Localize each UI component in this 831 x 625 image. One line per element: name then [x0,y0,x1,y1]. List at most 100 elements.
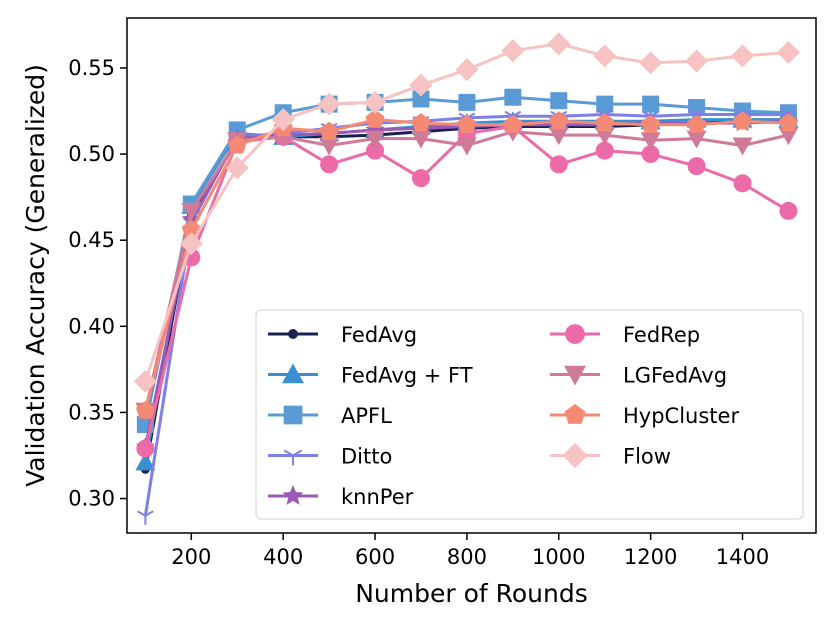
legend-box [255,309,804,520]
data-point-hypcluster [549,111,569,130]
data-point-hypcluster [457,114,477,133]
plot-area [133,32,800,525]
legend-label: HypCluster [623,404,739,428]
x-tick-label: 1200 [624,545,677,569]
data-point-lgfedavg [456,137,477,156]
data-point-fedrep [366,141,385,160]
y-axis-label: Validation Accuracy (Generalized) [21,64,50,487]
legend-label: FedAvg [341,323,417,347]
data-point-hypcluster [319,121,339,140]
x-tick-label: 400 [263,545,303,569]
data-point-fedrep [411,169,430,188]
legend-marker [564,365,586,386]
series-flow [133,32,800,393]
legend-marker [562,442,588,469]
data-point-lgfedavg [181,202,202,221]
data-point-flow [593,44,617,68]
data-point-lgfedavg [365,130,386,149]
data-point-lgfedavg [732,137,753,156]
data-point-apfl [504,88,522,106]
y-tick-label: 0.30 [68,487,115,511]
data-point-lgfedavg [640,132,661,151]
data-point-flow [271,108,295,132]
data-point-fedrep [595,141,614,160]
x-tick-label: 600 [355,545,395,569]
data-point-hypcluster [365,109,385,128]
y-tick-label: 0.40 [68,314,115,338]
legend-label: APFL [341,404,392,428]
data-point-flow [363,90,387,114]
legend-marker [564,404,586,424]
legend-label: Flow [623,445,671,469]
data-point-flow [547,32,571,56]
axis-ticks: 200 400 600 800 1000 1200 1400 0.30 0.35 0.40 0.45… [68,56,769,569]
data-point-hypcluster [641,114,661,133]
legend-entry-lgfedavg: LGFedAvg [550,364,727,388]
data-point-flow [455,58,479,82]
data-point-hypcluster [135,400,155,419]
legend-marker [282,363,304,384]
legend-label: FedAvg + FT [341,364,473,388]
legend-marker [282,485,304,505]
y-tick-label: 0.35 [68,400,115,424]
x-tick-label: 1000 [532,545,585,569]
y-tick-label: 0.45 [68,228,115,252]
axes-frame [126,17,817,534]
data-point-flow [776,40,800,64]
legend-entry-fedavg-ft: FedAvg + FT [268,363,473,388]
data-point-ditto [137,510,154,525]
data-point-flow [133,369,157,393]
data-point-apfl [458,93,476,111]
data-point-fedrep [733,174,752,193]
data-point-hypcluster [687,114,707,133]
data-point-apfl [596,95,614,113]
x-axis-label: Number of Rounds [355,579,588,608]
legend-marker [283,405,303,425]
data-point-flow [501,39,525,63]
data-point-fedrep [320,155,339,174]
data-point-flow [317,92,341,116]
y-tick-label: 0.50 [68,142,115,166]
legend-marker [288,329,298,339]
data-point-lgfedavg [410,130,431,149]
x-tick-label: 1400 [716,545,769,569]
data-point-flow [179,232,203,256]
data-point-hypcluster [595,113,615,132]
legend-marker [283,449,303,466]
data-point-flow [409,73,433,97]
legend-entry-knnper: knnPer [268,485,414,509]
data-point-lgfedavg [548,127,569,146]
data-point-flow [225,156,249,180]
data-point-flow [639,51,663,75]
legend-entry-fedavg: FedAvg [268,323,417,347]
legend: FedAvg FedAvg + FT APFL Ditto knnPer FedRep LG… [255,309,804,520]
data-point-hypcluster [778,113,798,132]
x-tick-label: 200 [171,545,211,569]
data-point-lgfedavg [778,127,799,146]
data-point-fedrep [779,201,798,220]
data-point-apfl [642,95,660,113]
data-point-flow [685,49,709,73]
data-point-hypcluster [227,135,247,154]
data-point-fedavg-ft [135,452,156,471]
data-point-apfl [550,92,568,110]
data-point-flow [731,44,755,68]
legend-entry-ditto: Ditto [268,445,392,469]
data-point-fedrep [549,155,568,174]
data-point-lgfedavg [594,127,615,146]
data-point-fedrep [641,145,660,164]
data-point-hypcluster [733,111,752,130]
y-tick-label: 0.55 [68,56,115,80]
legend-entry-fedrep: FedRep [550,323,700,347]
legend-entry-flow: Flow [550,442,671,469]
legend-label: knnPer [341,485,414,509]
data-point-lgfedavg [686,130,707,149]
x-tick-label: 800 [447,545,487,569]
legend-marker [565,324,585,344]
legend-entry-hypcluster: HypCluster [550,404,739,428]
legend-label: Ditto [341,445,392,469]
data-point-fedrep [687,157,706,176]
data-point-hypcluster [503,114,523,133]
legend-label: LGFedAvg [623,364,727,388]
